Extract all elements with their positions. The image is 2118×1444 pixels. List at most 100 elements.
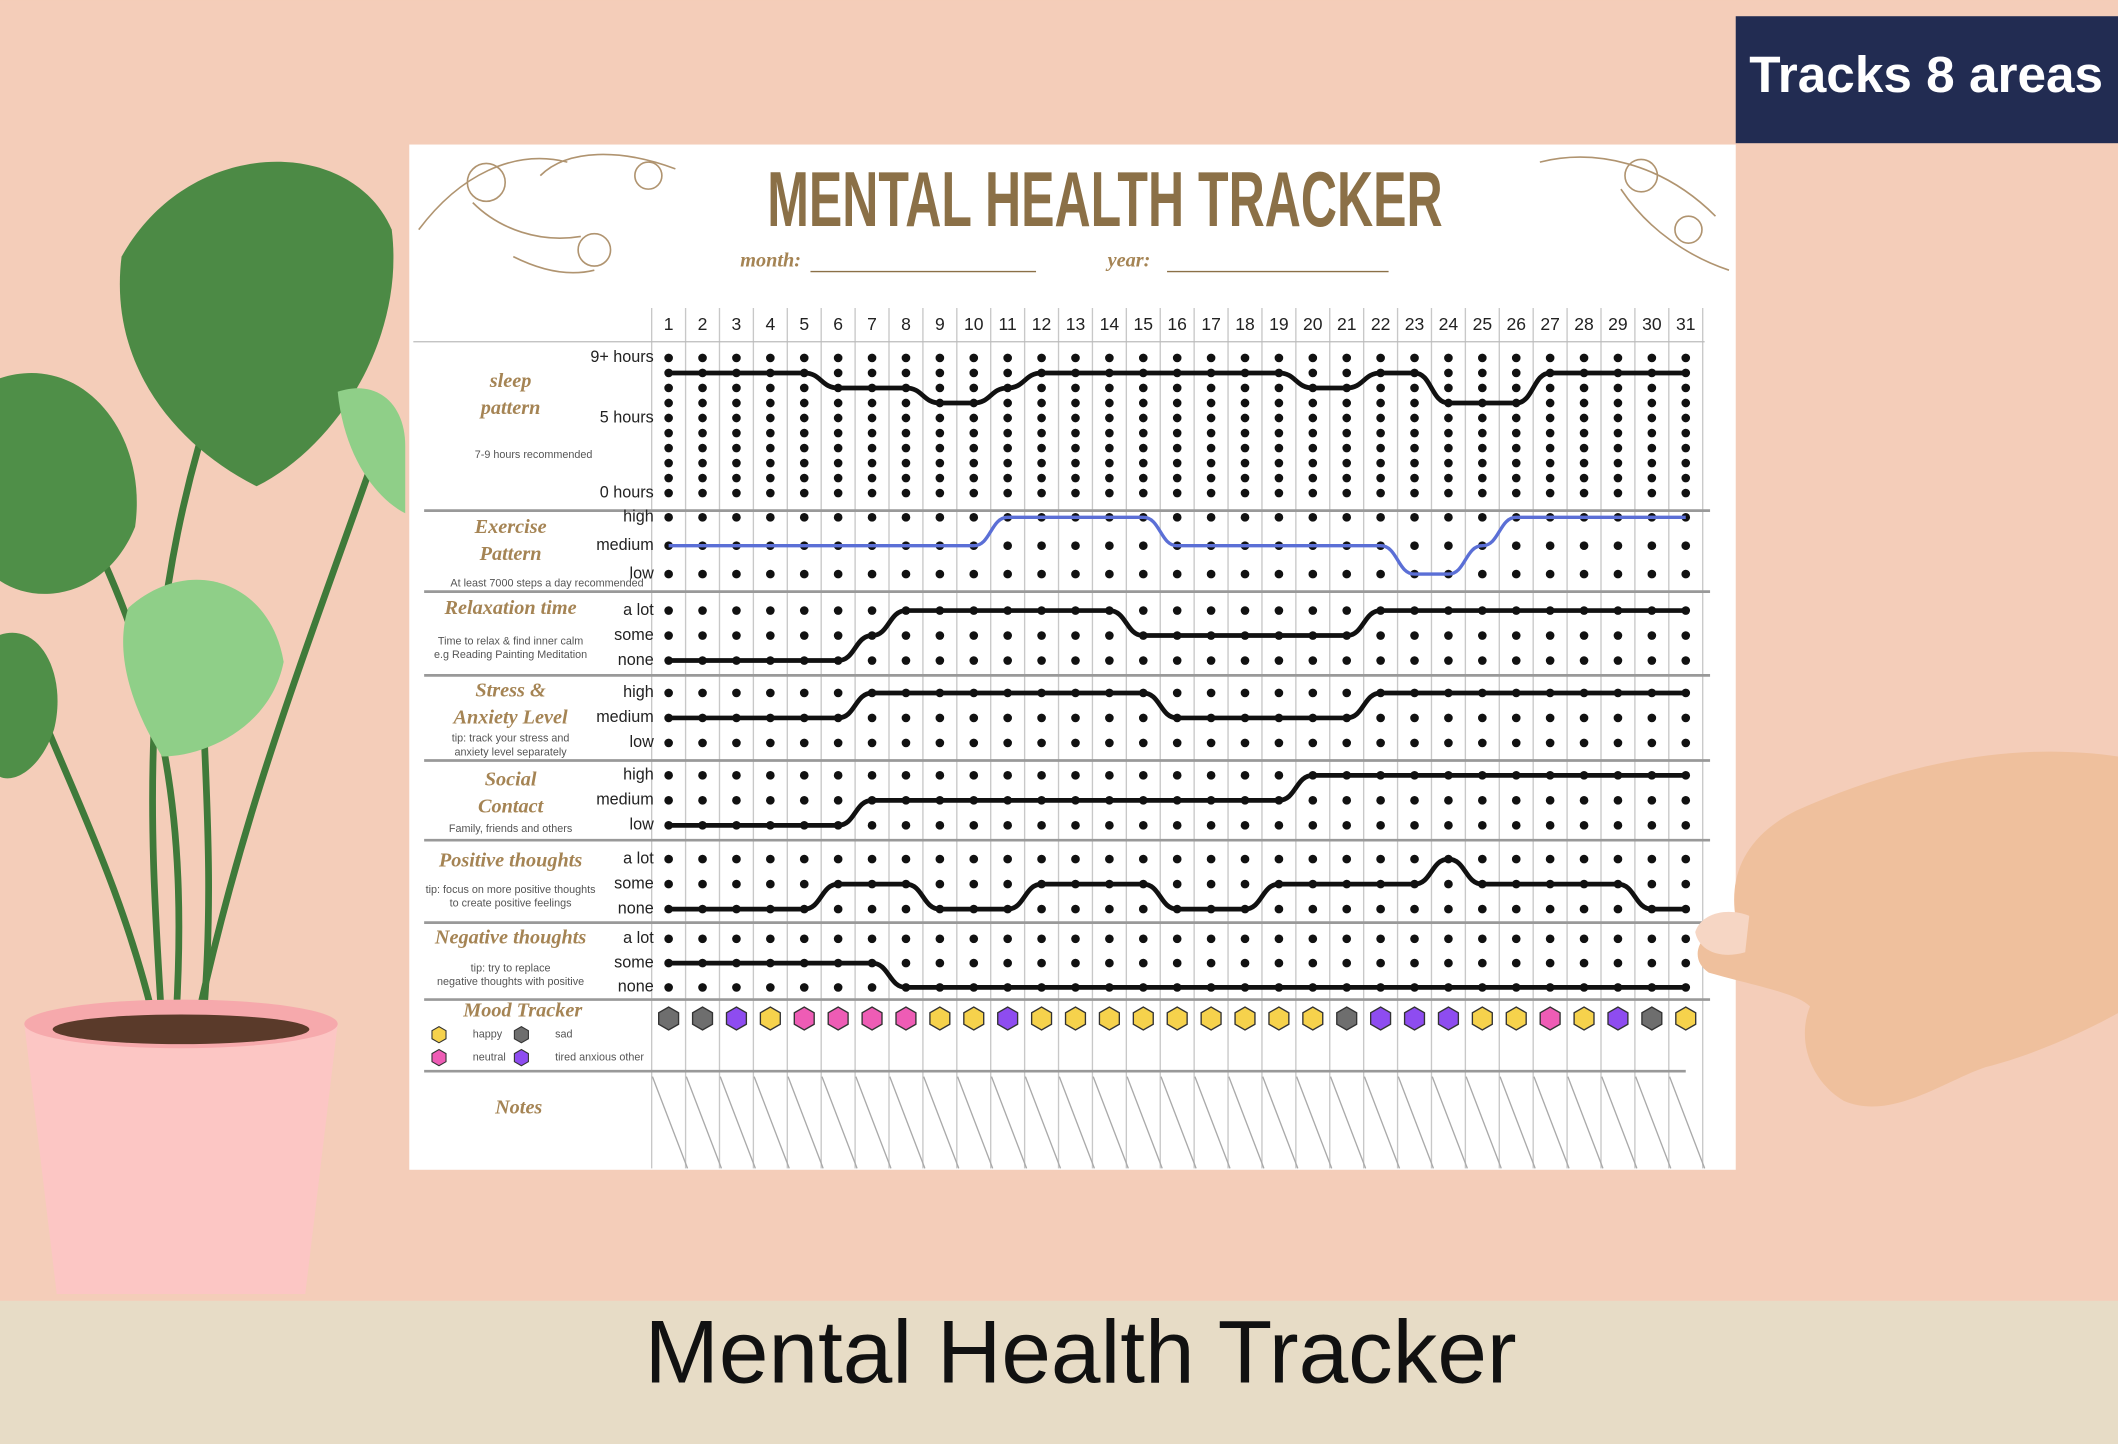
dot [1376,713,1385,723]
dot [1444,383,1453,393]
mood-hexagon [1675,1006,1697,1031]
dot [1478,821,1487,830]
mood-hexagon [1471,1006,1493,1031]
dot [1579,458,1589,468]
dot [1478,473,1487,483]
notes-line [923,1076,960,1169]
dot [901,473,911,483]
day-number: 28 [1574,314,1594,334]
dot [1342,398,1352,408]
dot [1240,606,1250,615]
dot [1138,771,1148,780]
dot [901,428,911,438]
dot [935,713,945,723]
day-number: 20 [1303,314,1323,334]
dot [901,656,911,665]
dot [1410,631,1419,640]
tracker-title: Relaxation time [443,597,576,619]
dot [1647,413,1657,423]
dot [1172,606,1182,615]
dot [1172,879,1182,889]
dot [766,383,775,393]
dot [1511,488,1521,498]
mood-hexagon [1369,1006,1392,1031]
dot [1037,541,1046,551]
dot [1105,771,1114,780]
dot [1545,443,1555,453]
dot [1138,904,1148,914]
dot [969,473,979,483]
notes-line [787,1076,824,1169]
dot [901,368,911,378]
dot [1274,738,1284,748]
dot [1478,796,1487,805]
dot [1308,398,1318,408]
notes-line [1092,1076,1129,1169]
mood-hexagon [861,1006,883,1031]
dot [1172,513,1182,522]
dot [1376,513,1385,522]
dot [1240,443,1250,453]
dot [1647,473,1657,483]
dot [1274,771,1284,780]
dot [1240,569,1250,579]
tracker-grid: 1 2 3 4 5 6 7 8 9 10 11 12 13 14 15 16 17 18 19 20 21 22 23 24 2… [413,307,1711,1169]
dot [1240,879,1250,889]
dot [1172,458,1182,468]
dot [1410,458,1419,468]
floral-decoration [418,153,1730,274]
dot [1308,656,1318,665]
notes-line [1499,1076,1536,1169]
day-number: 16 [1167,314,1187,334]
dot [766,934,775,944]
mood-legend-swatch [431,1025,447,1044]
dot [1071,821,1080,830]
dot [732,934,741,944]
dot [1410,443,1419,453]
dot [1172,854,1182,864]
dot [1511,796,1521,805]
level-label: medium [596,791,654,809]
dot [664,488,673,498]
dot [1342,428,1352,438]
dot [1342,934,1352,944]
dot [1274,854,1284,864]
dot [799,398,809,408]
dot [1376,904,1385,914]
dot [766,854,775,864]
dot [664,428,673,438]
dot [1511,383,1521,393]
dot [732,513,741,522]
dot [1071,904,1080,914]
dot [1511,473,1521,483]
dot [1037,934,1046,944]
dot [1647,398,1657,408]
dot [732,854,741,864]
tracker-line [668,370,1686,406]
dot [732,983,741,992]
mood-hexagon [1607,1006,1629,1031]
mood-legend-swatch [431,1048,447,1067]
dot [1138,443,1148,453]
dot [1613,353,1623,363]
day-number: 22 [1371,314,1391,334]
dot [1545,541,1555,551]
dot [1138,473,1148,483]
dot [664,443,673,453]
dot [698,383,707,393]
dot [799,854,809,864]
dot [799,353,809,363]
dot [1240,398,1250,408]
mood-hexagon [1336,1006,1358,1031]
level-label: 5 hours [600,408,654,426]
dot [799,513,809,522]
dot [1206,854,1216,864]
dot [1071,854,1080,864]
dot [1511,353,1521,363]
dot [1511,569,1521,579]
notes-line [1601,1076,1638,1169]
dot [1511,631,1521,640]
dot [1579,796,1589,805]
notes-line [1160,1076,1197,1169]
dot [935,879,945,889]
